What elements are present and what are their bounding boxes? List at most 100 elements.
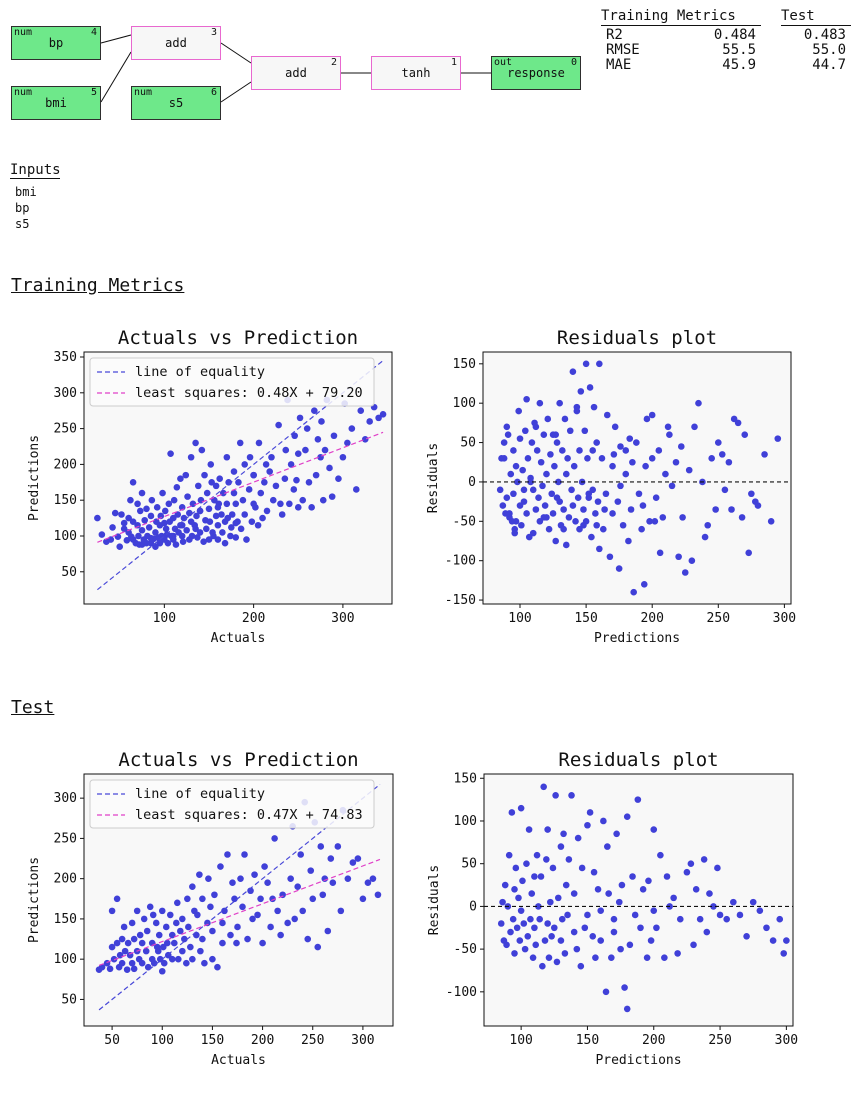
data-point xyxy=(130,965,138,973)
data-point xyxy=(287,461,295,468)
x-tick-label: 200 xyxy=(640,611,663,626)
node-index: 6 xyxy=(210,87,217,98)
y-tick-label: 200 xyxy=(54,457,77,472)
data-point xyxy=(629,458,636,466)
data-point xyxy=(218,511,225,518)
data-point xyxy=(544,826,551,833)
data-point xyxy=(106,965,114,973)
data-point xyxy=(173,484,181,491)
node-label: tanh xyxy=(401,66,431,80)
data-point xyxy=(738,514,746,521)
data-point xyxy=(282,446,290,454)
data-point xyxy=(159,489,166,497)
data-point xyxy=(564,455,571,462)
data-point xyxy=(143,927,151,935)
y-tick-label: 150 xyxy=(454,771,477,786)
data-point xyxy=(647,937,655,944)
data-point xyxy=(714,864,721,872)
data-point xyxy=(374,891,382,899)
data-point xyxy=(278,511,286,518)
x-tick-label: 250 xyxy=(707,611,730,626)
data-point xyxy=(113,939,121,947)
test-metrics-table: Test xyxy=(781,8,851,26)
data-point xyxy=(308,504,315,511)
data-point xyxy=(121,947,129,955)
data-point xyxy=(108,943,116,951)
data-point xyxy=(622,447,630,454)
y-tick-label: 50 xyxy=(460,436,476,451)
data-point xyxy=(268,453,275,461)
y-axis-label: Predictions xyxy=(27,435,42,521)
data-point xyxy=(516,435,524,442)
data-point xyxy=(687,860,695,867)
data-point xyxy=(510,447,517,454)
data-point xyxy=(318,418,325,425)
data-point xyxy=(291,432,298,440)
data-point xyxy=(307,867,315,874)
data-point xyxy=(598,455,606,462)
data-point xyxy=(594,498,602,505)
data-point xyxy=(262,461,270,468)
data-point xyxy=(275,421,282,429)
data-point xyxy=(545,525,553,533)
test-section-title: Test xyxy=(11,697,55,718)
data-point xyxy=(635,490,643,498)
data-point xyxy=(248,518,256,525)
data-point xyxy=(627,506,635,513)
data-point xyxy=(590,868,598,876)
data-point xyxy=(536,399,544,407)
data-point xyxy=(539,482,546,490)
y-tick-label: 200 xyxy=(54,872,77,887)
data-point xyxy=(158,907,166,915)
data-point xyxy=(728,506,735,513)
data-point xyxy=(107,536,115,543)
data-point xyxy=(519,466,526,474)
data-point xyxy=(602,490,610,498)
data-point xyxy=(304,935,312,943)
data-point xyxy=(507,470,515,478)
data-point xyxy=(152,529,159,536)
data-point xyxy=(497,920,505,927)
data-point xyxy=(261,478,268,486)
data-point xyxy=(168,955,176,963)
data-point xyxy=(549,510,557,517)
data-point xyxy=(536,915,543,923)
data-point xyxy=(514,478,521,486)
data-point xyxy=(140,915,148,923)
data-point xyxy=(661,954,668,961)
data-point xyxy=(670,894,677,902)
metric-name: MAE xyxy=(606,57,632,73)
test-metrics-header: Test xyxy=(781,8,851,26)
data-point xyxy=(185,923,192,931)
data-point xyxy=(648,455,656,462)
data-point xyxy=(157,512,165,520)
data-point xyxy=(179,947,186,955)
y-tick-label: 300 xyxy=(54,386,77,401)
data-point xyxy=(596,545,603,553)
data-point xyxy=(267,923,274,931)
data-point xyxy=(723,915,730,923)
data-point xyxy=(330,432,338,440)
data-point xyxy=(184,895,191,903)
data-point xyxy=(761,451,768,458)
metric-test-value: 0.483 xyxy=(803,27,846,43)
data-point xyxy=(212,482,220,490)
metric-names: R2 RMSE MAE xyxy=(606,28,640,73)
data-point xyxy=(638,525,645,533)
data-point xyxy=(610,915,618,923)
data-point xyxy=(170,496,178,504)
data-point xyxy=(544,415,552,423)
metric-name: RMSE xyxy=(606,42,640,58)
data-point xyxy=(216,475,223,483)
data-point xyxy=(769,937,777,944)
data-point xyxy=(774,435,782,442)
data-point xyxy=(153,504,161,511)
data-point xyxy=(617,945,624,953)
data-point xyxy=(271,835,278,842)
data-point xyxy=(361,436,369,443)
data-point xyxy=(570,928,578,936)
data-point xyxy=(510,490,517,498)
points xyxy=(497,783,790,1013)
data-point xyxy=(622,470,630,478)
data-point xyxy=(756,907,764,914)
